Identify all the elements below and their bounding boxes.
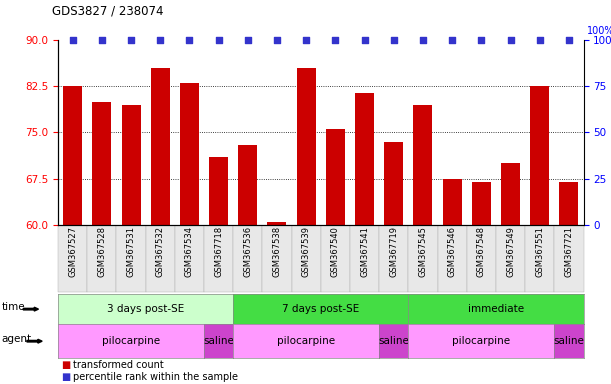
Bar bbox=[355, 93, 374, 225]
Bar bbox=[92, 102, 111, 225]
Bar bbox=[501, 163, 520, 225]
Bar bbox=[238, 145, 257, 225]
Point bbox=[564, 37, 574, 43]
Point bbox=[389, 37, 398, 43]
Bar bbox=[384, 142, 403, 225]
Text: GDS3827 / 238074: GDS3827 / 238074 bbox=[52, 4, 163, 17]
Bar bbox=[472, 182, 491, 225]
Bar bbox=[122, 105, 141, 225]
Text: ■: ■ bbox=[61, 360, 70, 370]
Text: percentile rank within the sample: percentile rank within the sample bbox=[73, 372, 238, 382]
Text: 7 days post-SE: 7 days post-SE bbox=[282, 304, 359, 314]
Point bbox=[243, 37, 253, 43]
Bar bbox=[180, 83, 199, 225]
Point bbox=[272, 37, 282, 43]
Point bbox=[126, 37, 136, 43]
Point bbox=[185, 37, 194, 43]
Point bbox=[418, 37, 428, 43]
Point bbox=[447, 37, 457, 43]
Text: saline: saline bbox=[203, 336, 234, 346]
Text: saline: saline bbox=[378, 336, 409, 346]
Text: time: time bbox=[2, 302, 26, 312]
Bar bbox=[414, 105, 433, 225]
Bar bbox=[209, 157, 228, 225]
Text: pilocarpine: pilocarpine bbox=[102, 336, 160, 346]
Bar bbox=[530, 86, 549, 225]
Text: agent: agent bbox=[2, 334, 32, 344]
Bar bbox=[326, 129, 345, 225]
Text: 3 days post-SE: 3 days post-SE bbox=[107, 304, 185, 314]
Text: immediate: immediate bbox=[468, 304, 524, 314]
Bar bbox=[268, 222, 287, 225]
Point bbox=[535, 37, 544, 43]
Point bbox=[155, 37, 165, 43]
Point bbox=[214, 37, 224, 43]
Point bbox=[360, 37, 370, 43]
Point bbox=[331, 37, 340, 43]
Point bbox=[301, 37, 311, 43]
Text: saline: saline bbox=[554, 336, 584, 346]
Point bbox=[477, 37, 486, 43]
Bar bbox=[297, 68, 316, 225]
Point bbox=[68, 37, 78, 43]
Text: pilocarpine: pilocarpine bbox=[277, 336, 335, 346]
Point bbox=[97, 37, 107, 43]
Text: transformed count: transformed count bbox=[73, 360, 164, 370]
Text: pilocarpine: pilocarpine bbox=[452, 336, 510, 346]
Text: ■: ■ bbox=[61, 372, 70, 382]
Bar bbox=[442, 179, 462, 225]
Bar bbox=[560, 182, 579, 225]
Bar bbox=[151, 68, 170, 225]
Bar bbox=[63, 86, 82, 225]
Point bbox=[506, 37, 516, 43]
Text: 100%: 100% bbox=[587, 26, 611, 36]
